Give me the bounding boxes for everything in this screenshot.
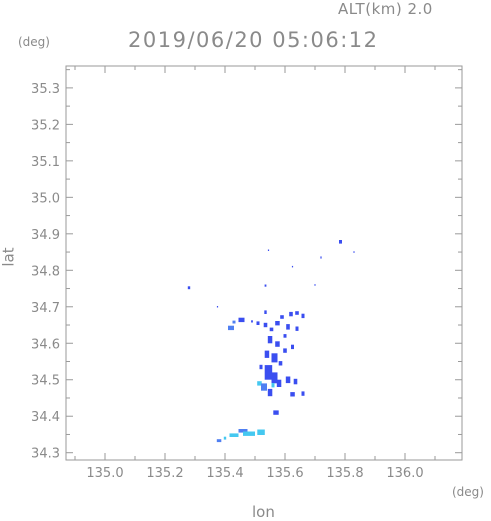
radar-echo-cell xyxy=(257,429,265,435)
radar-echo-cell xyxy=(290,392,295,397)
x-tick-label: 135.2 xyxy=(146,466,183,481)
y-tick-label: 34.5 xyxy=(31,374,60,389)
radar-echo-cell xyxy=(271,353,278,363)
radar-echo-cell xyxy=(269,327,274,332)
radar-echo-cell xyxy=(216,439,222,443)
axis-ticks xyxy=(66,66,462,460)
y-tick-label: 34.6 xyxy=(31,337,60,352)
radar-echo-cell xyxy=(280,315,284,319)
radar-echo-cell xyxy=(289,311,293,317)
x-tick-label: 135.6 xyxy=(266,466,303,481)
radar-echo-cell xyxy=(259,364,263,370)
radar-echo-cell xyxy=(278,361,283,366)
radar-echo-cell xyxy=(285,376,291,384)
x-tick-label: 135.4 xyxy=(206,466,243,481)
radar-echo-cell xyxy=(295,311,299,315)
radar-echoes xyxy=(187,240,355,443)
x-tick-label: 135.8 xyxy=(326,466,363,481)
radar-echo-cell xyxy=(267,249,270,251)
radar-echo-cell xyxy=(353,251,355,253)
radar-echo-cell xyxy=(301,313,305,319)
radar-echo-cell xyxy=(243,431,255,436)
radar-echo-cell xyxy=(256,321,260,325)
radar-echo-cell xyxy=(264,350,270,358)
radar-echo-cell xyxy=(223,436,227,440)
y-tick-label: 34.3 xyxy=(31,447,60,462)
x-axis-unit: (deg) xyxy=(452,485,484,499)
x-tick-label: 136.0 xyxy=(386,466,423,481)
y-tick-label: 34.9 xyxy=(31,228,60,243)
radar-echo-cell xyxy=(273,410,279,415)
y-tick-label: 35.3 xyxy=(31,82,60,97)
radar-echo-cell xyxy=(238,317,245,323)
y-tick-label: 34.8 xyxy=(31,264,60,279)
x-tick-label: 135.0 xyxy=(86,466,123,481)
radar-echo-cell xyxy=(275,321,280,326)
radar-echo-cell xyxy=(257,381,262,386)
radar-echo-cell xyxy=(251,320,253,323)
radar-echo-cell xyxy=(276,379,282,387)
altitude-label: ALT(km) 2.0 xyxy=(338,0,433,18)
radar-echo-cell xyxy=(295,326,299,331)
radar-echo-cell xyxy=(271,372,278,384)
radar-echo-cell xyxy=(187,286,191,290)
radar-echo-cell xyxy=(301,391,305,396)
axis-tick-labels: 135.0 135.2 135.4 135.6 135.8 136.0 34.3 34.4 34… xyxy=(31,82,424,481)
radar-echo-cell xyxy=(286,324,290,330)
radar-echo-cell xyxy=(264,284,267,287)
radar-echo-cell xyxy=(267,336,273,344)
radar-echo-cell xyxy=(293,378,298,385)
y-tick-label: 34.4 xyxy=(31,410,60,425)
radar-echo-cell xyxy=(264,365,273,380)
y-tick-label: 35.2 xyxy=(31,118,60,133)
radar-echo-cell xyxy=(291,344,294,350)
timestamp-title: 2019/06/20 05:06:12 xyxy=(128,28,379,52)
radar-echo-cell xyxy=(232,320,236,324)
radar-echo-cell xyxy=(229,433,239,437)
radar-echo-cell xyxy=(228,325,234,331)
radar-echo-cell xyxy=(271,383,275,388)
y-tick-label: 35.0 xyxy=(31,191,60,206)
y-axis-unit: (deg) xyxy=(18,35,50,49)
x-axis-label: lon xyxy=(252,503,275,521)
radar-echo-cell xyxy=(283,334,287,338)
radar-echo-cell xyxy=(339,240,342,244)
radar-echo-cell xyxy=(261,383,267,391)
radar-echo-cell xyxy=(291,265,294,268)
radar-echo-cell xyxy=(216,306,219,308)
radar-echo-cell xyxy=(263,322,268,328)
radar-echo-cell xyxy=(283,348,287,353)
radar-echo-cell xyxy=(264,310,267,314)
y-tick-label: 35.1 xyxy=(31,155,60,170)
radar-echo-cell xyxy=(238,429,248,433)
radar-echo-cell xyxy=(267,388,273,397)
radar-echo-cell xyxy=(320,256,322,259)
radar-echo-cell xyxy=(275,341,280,347)
plot-frame xyxy=(65,65,463,461)
y-tick-label: 34.7 xyxy=(31,301,60,316)
radar-echo-cell xyxy=(314,284,316,286)
